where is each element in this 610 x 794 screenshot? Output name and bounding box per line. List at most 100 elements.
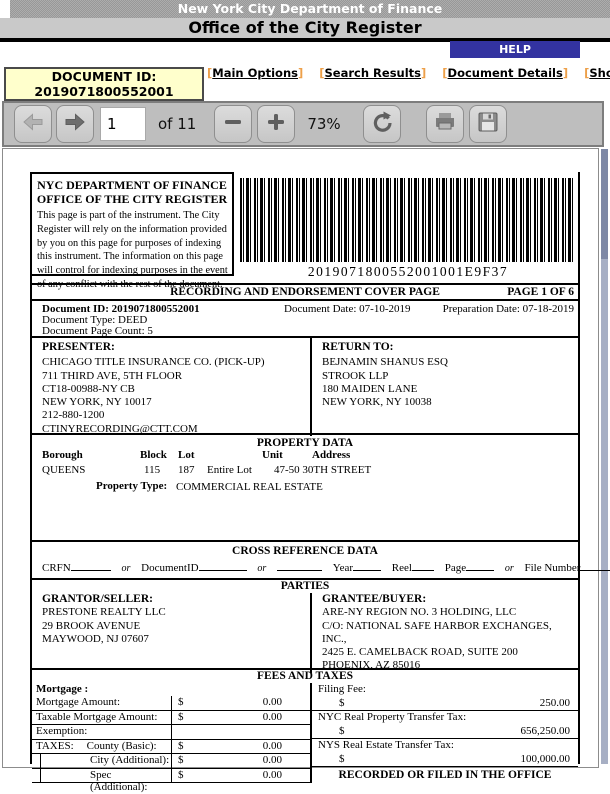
row-label: Exemption: xyxy=(36,725,88,737)
file-number-label: File Number xyxy=(524,562,581,574)
bracket: [ xyxy=(207,66,213,80)
parties-section: PARTIES GRANTOR/SELLER: PRESTONE REALTY … xyxy=(32,580,578,673)
office-title-bar: Office of the City Register xyxy=(0,18,610,38)
grantee-line: PHOENIX, AZ 85016 xyxy=(322,659,421,672)
col-header-block: Block xyxy=(140,449,167,461)
row-label: TAXES: County (Basic): xyxy=(36,739,157,752)
save-button[interactable] xyxy=(468,105,507,143)
fees-and-taxes-section: FEES AND TAXES Mortgage : Mortgage Amoun… xyxy=(32,670,578,793)
cover-title: RECORDING AND ENDORSEMENT COVER PAGE xyxy=(170,286,440,298)
currency-symbol: $ xyxy=(178,768,184,781)
row-value: 250.00 xyxy=(539,696,570,709)
filing-fees-table: Filing Fee: $250.00 NYC Real Property Tr… xyxy=(312,683,578,783)
currency-symbol: $ xyxy=(178,710,184,723)
scrollbar-thumb[interactable] xyxy=(601,149,608,259)
print-button[interactable] xyxy=(425,105,464,143)
row-label: Spec (Additional): xyxy=(32,768,171,793)
or-label: or xyxy=(257,563,267,574)
grantee-line: C/O: NATIONAL SAFE HARBOR EXCHANGES, INC… xyxy=(322,619,552,645)
row-label: Filing Fee: xyxy=(318,683,366,695)
return-to-line: 180 MAIDEN LANE xyxy=(322,382,418,395)
recorded-or-filed-label: RECORDED OR FILED IN THE OFFICE xyxy=(338,769,552,781)
bracket: [ xyxy=(584,66,590,80)
currency-symbol: $ xyxy=(339,696,345,709)
barcode-number: 2019071800552001001E9F37 xyxy=(307,264,509,279)
rotate-button[interactable] xyxy=(362,105,401,143)
or-label: or xyxy=(504,563,514,574)
return-to-title: RETURN TO: xyxy=(322,341,394,353)
currency-symbol: $ xyxy=(178,754,184,766)
nav-document-details[interactable]: [Document Details] xyxy=(442,66,568,80)
rotate-clockwise-icon xyxy=(370,110,394,138)
nav-show-supp[interactable]: [Show Supp xyxy=(584,66,610,80)
cover-title-bar: RECORDING AND ENDORSEMENT COVER PAGE PAG… xyxy=(32,283,578,301)
crfn-blank xyxy=(70,559,111,571)
table-row: Mortgage Amount: $0.00 xyxy=(32,696,310,711)
table-row: City (Additional): $0.00 xyxy=(32,754,310,769)
table-row: TAXES: County (Basic): $0.00 xyxy=(32,739,310,754)
col-header-unit: Unit xyxy=(262,449,283,461)
grantor-line: 29 BROOK AVENUE xyxy=(42,619,141,632)
year-blank xyxy=(353,559,382,571)
property-borough: QUEENS xyxy=(42,464,86,476)
plus-icon xyxy=(266,112,286,136)
row-value: 0.00 xyxy=(262,754,282,766)
vertical-scrollbar[interactable] xyxy=(601,149,608,764)
row-value xyxy=(282,725,310,739)
nav-document-details-label[interactable]: Document Details xyxy=(447,66,563,80)
nav-main-options[interactable]: [Main Options] xyxy=(207,66,303,80)
grantor-block: GRANTOR/SELLER: PRESTONE REALTY LLC 29 B… xyxy=(32,593,310,673)
table-row: $100,000.00 xyxy=(312,752,578,767)
currency-symbol: $ xyxy=(339,752,345,765)
row-value: 0.00 xyxy=(262,710,282,723)
reel-label: Reel xyxy=(391,562,412,574)
presenter-line: 212-880-1200 xyxy=(42,409,105,422)
next-page-button[interactable] xyxy=(56,105,94,143)
col-header-lot: Lot xyxy=(178,449,195,461)
parties-title: PARTIES xyxy=(280,580,330,592)
doc-page-count-line: Document Page Count: 5 xyxy=(42,325,153,337)
zoom-in-button[interactable] xyxy=(257,105,296,143)
nav-search-results-label[interactable]: Search Results xyxy=(324,66,422,80)
currency-symbol: $ xyxy=(178,739,184,752)
column-divider xyxy=(310,683,312,783)
crfn-label: CRFN xyxy=(42,562,71,574)
grantor-line: MAYWOOD, NJ 07607 xyxy=(42,632,149,645)
currency-symbol: $ xyxy=(178,696,184,708)
zoom-out-button[interactable] xyxy=(214,105,253,143)
column-divider xyxy=(310,593,312,673)
nav-search-results[interactable]: [Search Results] xyxy=(319,66,426,80)
nav-main-options-label[interactable]: Main Options xyxy=(212,66,298,80)
nav-show-supp-label[interactable]: Show Supp xyxy=(589,66,610,80)
page-of-label: PAGE 1 OF 6 xyxy=(507,286,574,298)
cross-reference-fields: CRFN or DocumentID or Year Reel Page or … xyxy=(42,559,610,574)
property-data-title: PROPERTY DATA xyxy=(256,437,354,449)
table-row: Exemption: xyxy=(32,725,310,740)
office-paragraph: This page is part of the instrument. The… xyxy=(37,210,228,290)
breadcrumb-nav: [Main Options] [Search Results] [Documen… xyxy=(207,66,610,80)
document-date: Document Date: 07-10-2019 xyxy=(284,303,411,315)
mortgage-fees-table: Mortgage : Mortgage Amount: $0.00 Taxabl… xyxy=(32,683,310,793)
cover-header-section: NYC DEPARTMENT OF FINANCE OFFICE OF THE … xyxy=(32,172,578,290)
barcode-image xyxy=(240,178,576,262)
row-label: Taxable Mortgage Amount: xyxy=(36,710,158,723)
mortgage-header: Mortgage : xyxy=(36,683,89,695)
row-label: NYC Real Property Transfer Tax: xyxy=(318,711,467,723)
property-type-value: COMMERCIAL REAL ESTATE xyxy=(176,481,323,493)
previous-page-button[interactable] xyxy=(14,105,52,143)
or-label: or xyxy=(121,563,131,574)
help-button[interactable]: HELP xyxy=(450,41,580,58)
page-label: Page xyxy=(444,562,467,574)
office-title-line2: OFFICE OF THE CITY REGISTER xyxy=(36,192,228,206)
row-value: 0.00 xyxy=(262,768,282,781)
grantee-title: GRANTEE/BUYER: xyxy=(322,593,427,605)
row-value: 0.00 xyxy=(262,739,282,752)
arrow-right-icon xyxy=(63,110,87,138)
page-count-label: of 11 xyxy=(158,115,197,133)
bracket: ] xyxy=(297,66,304,80)
office-title-line1: NYC DEPARTMENT OF FINANCE xyxy=(37,178,227,192)
page-number-input[interactable] xyxy=(100,107,146,141)
presenter-line: 711 THIRD AVE, 5TH FLOOR xyxy=(42,369,183,382)
presenter-return-section: PRESENTER: CHICAGO TITLE INSURANCE CO. (… xyxy=(32,338,578,437)
